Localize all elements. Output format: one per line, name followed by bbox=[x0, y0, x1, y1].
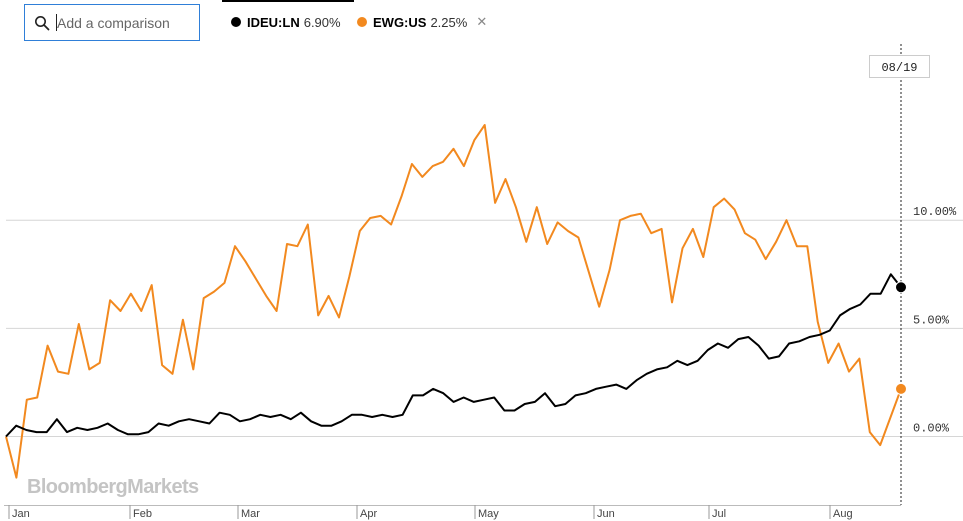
text-cursor bbox=[56, 14, 57, 31]
x-tick-label: Mar bbox=[241, 508, 260, 520]
legend-ticker: EWG:US bbox=[373, 14, 427, 30]
x-tick-label: Jun bbox=[597, 508, 615, 520]
series-end-marker[interactable] bbox=[895, 281, 907, 294]
legend-item-ideu[interactable]: IDEU:LN 6.90% bbox=[231, 13, 341, 31]
x-tick-label: Jul bbox=[712, 508, 726, 520]
y-tick-label: 5.00% bbox=[913, 313, 950, 327]
header-divider bbox=[222, 0, 354, 2]
crosshair-date-box bbox=[869, 55, 930, 78]
x-tick-label: Jan bbox=[12, 508, 30, 520]
search-icon bbox=[35, 16, 50, 31]
x-tick-label: Aug bbox=[833, 508, 853, 520]
series-end-marker[interactable] bbox=[895, 382, 907, 395]
bloomberg-logo-watermark: BloombergMarkets bbox=[27, 476, 199, 498]
comparison-search-box[interactable] bbox=[24, 4, 200, 41]
legend-item-ewg[interactable]: EWG:US 2.25% ✕ bbox=[357, 13, 487, 31]
x-tick-label: Apr bbox=[360, 508, 377, 520]
crosshair-date-label: 08/19 bbox=[881, 61, 917, 75]
series-line-ewgus[interactable] bbox=[5, 124, 902, 479]
legend-value: 6.90% bbox=[303, 14, 341, 30]
x-tick-label: May bbox=[478, 508, 499, 520]
x-tick-label: Feb bbox=[133, 508, 152, 520]
y-tick-label: 0.00% bbox=[913, 421, 950, 435]
series-line-ideuln[interactable] bbox=[5, 273, 902, 438]
y-tick-label: 10.00% bbox=[913, 205, 957, 219]
close-icon[interactable]: ✕ bbox=[476, 14, 488, 29]
comparison-search-input[interactable] bbox=[57, 12, 195, 33]
legend-dot-ideu bbox=[231, 17, 241, 27]
legend-dot-ewg bbox=[357, 17, 367, 27]
legend-value: 2.25% bbox=[430, 14, 468, 30]
legend-ticker: IDEU:LN bbox=[247, 14, 300, 30]
